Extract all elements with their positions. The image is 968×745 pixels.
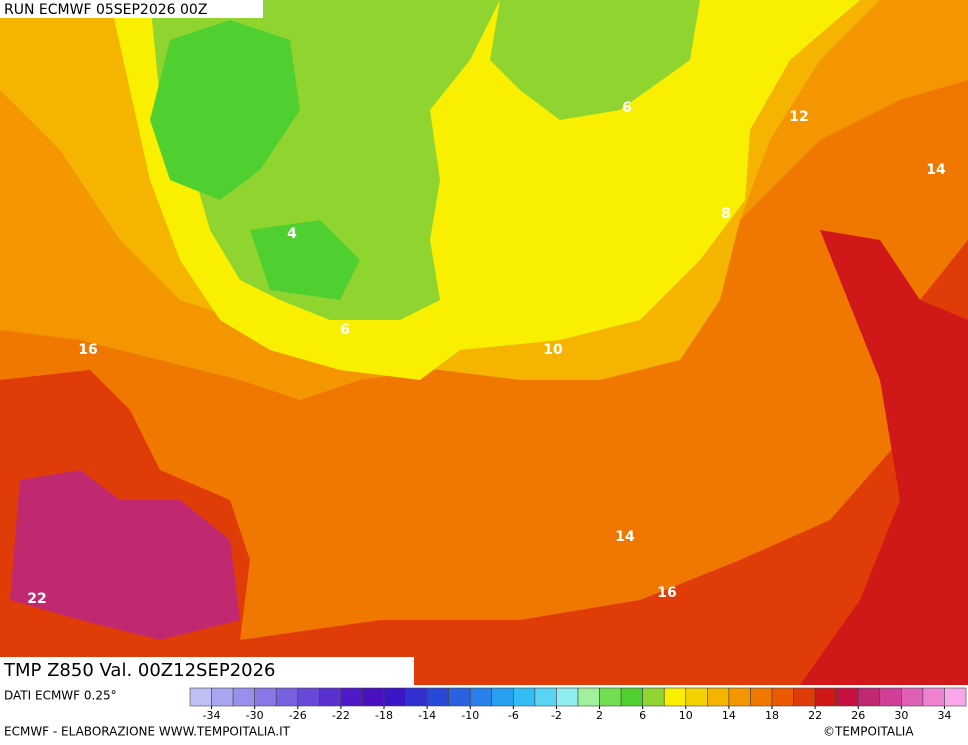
colorbar-swatch xyxy=(383,687,406,707)
zone xyxy=(490,0,700,120)
contour-label: 16 xyxy=(78,342,97,358)
colorbar-swatch xyxy=(814,687,837,707)
colorbar-swatch xyxy=(232,687,255,707)
contour-label: 4 xyxy=(287,226,297,242)
colorbar-swatch xyxy=(513,687,536,707)
colorbar-swatch xyxy=(275,687,299,707)
colorbar-swatch xyxy=(685,687,708,707)
contour-label: 8 xyxy=(721,206,731,222)
contour-label: 10 xyxy=(543,342,563,358)
colorbar-swatch xyxy=(448,687,471,707)
colorbar-swatch xyxy=(189,687,212,707)
colorbar-swatch xyxy=(556,687,579,707)
colorbar-swatch xyxy=(793,687,816,707)
colorbar-swatch xyxy=(879,687,902,707)
colorbar-tick-label: 18 xyxy=(765,709,779,722)
copyright-label: ©TEMPOITALIA xyxy=(823,725,914,739)
colorbar-swatch xyxy=(599,687,622,707)
header-box xyxy=(0,0,263,18)
colorbar-swatch xyxy=(211,687,234,707)
colorbar-swatch xyxy=(642,687,665,707)
colorbar-swatch xyxy=(922,687,945,707)
colorbar-swatch xyxy=(620,687,643,707)
field-label: TMP Z850 Val. 00Z12SEP2026 xyxy=(3,660,276,681)
run-label: RUN ECMWF 05SEP2026 00Z xyxy=(4,2,207,18)
colorbar-swatch xyxy=(707,687,730,707)
contour-label: 14 xyxy=(926,162,946,178)
colorbar-swatch xyxy=(663,687,687,707)
colorbar-tick-label: 22 xyxy=(808,709,822,722)
colorbar-tick-label: -18 xyxy=(375,709,393,722)
zone xyxy=(800,230,968,685)
colorbar-swatch xyxy=(944,687,967,707)
colorbar-tick-label: -6 xyxy=(508,709,519,722)
colorbar-swatch xyxy=(577,687,600,707)
colorbar-tick-label: -26 xyxy=(289,709,307,722)
zone xyxy=(0,240,968,685)
field-box xyxy=(0,657,414,685)
colorbar-tick-label: 30 xyxy=(894,709,908,722)
credit-label: ECMWF - ELABORAZIONE WWW.TEMPOITALIA.IT xyxy=(4,725,291,739)
colorbar-tick-label: 2 xyxy=(596,709,603,722)
colorbar-swatch xyxy=(362,687,385,707)
temperature-map: 6 12 14 8 4 6 16 10 14 16 22 xyxy=(0,0,968,685)
colorbar-tick-label: 26 xyxy=(851,709,865,722)
colorbar-swatch xyxy=(771,687,794,707)
colorbar-swatch xyxy=(491,687,514,707)
contour-label: 12 xyxy=(789,109,808,125)
colorbar-swatch xyxy=(750,687,773,707)
colorbar-swatch xyxy=(901,687,924,707)
zone xyxy=(150,20,300,200)
colorbar-tick-label: -34 xyxy=(203,709,221,722)
colorbar-tick-label: -14 xyxy=(418,709,436,722)
colorbar-tick-label: 10 xyxy=(679,709,693,722)
colorbar-tick-label: 6 xyxy=(639,709,646,722)
colorbar-tick-label: -10 xyxy=(461,709,479,722)
colorbar-swatch xyxy=(340,687,363,707)
zone xyxy=(10,470,240,640)
colorbar-tick-label: -2 xyxy=(551,709,562,722)
source-label: DATI ECMWF 0.25° xyxy=(4,689,117,703)
colorbar-swatch xyxy=(836,687,859,707)
colorbar-swatch xyxy=(857,687,881,707)
contour-label: 6 xyxy=(622,100,632,116)
colorbar-swatch xyxy=(405,687,428,707)
contour-label: 6 xyxy=(340,322,350,338)
colorbar: -34 -30 -26 -22 -18 -14 -10 -6 -2 2 6 10 14 18 22 26 30 3… xyxy=(189,687,967,722)
colorbar-swatch xyxy=(426,687,449,707)
zone xyxy=(250,220,360,300)
colorbar-swatch xyxy=(297,687,320,707)
colorbar-tick-label: -22 xyxy=(332,709,350,722)
colorbar-swatch xyxy=(319,687,342,707)
contour-label: 16 xyxy=(657,585,676,601)
colorbar-swatch xyxy=(469,687,493,707)
contour-label: 14 xyxy=(615,529,635,545)
colorbar-tick-label: -30 xyxy=(246,709,264,722)
colorbar-swatch xyxy=(728,687,751,707)
colorbar-tick-label: 14 xyxy=(722,709,736,722)
colorbar-swatch xyxy=(534,687,557,707)
contour-label: 22 xyxy=(27,591,46,607)
colorbar-tick-label: 34 xyxy=(937,709,951,722)
colorbar-swatch xyxy=(254,687,277,707)
